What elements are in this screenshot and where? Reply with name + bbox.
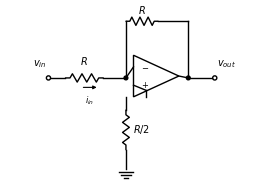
Text: $i_{in}$: $i_{in}$ bbox=[85, 95, 95, 108]
Circle shape bbox=[124, 76, 128, 80]
Circle shape bbox=[186, 76, 190, 80]
Text: $R$: $R$ bbox=[80, 55, 88, 67]
Text: $-$: $-$ bbox=[141, 63, 149, 71]
Text: $R$: $R$ bbox=[138, 4, 146, 16]
Text: $R/2$: $R/2$ bbox=[132, 123, 150, 136]
Text: $v_{out}$: $v_{out}$ bbox=[217, 59, 236, 70]
Text: $+$: $+$ bbox=[141, 80, 149, 90]
Text: $v_{in}$: $v_{in}$ bbox=[33, 59, 46, 70]
